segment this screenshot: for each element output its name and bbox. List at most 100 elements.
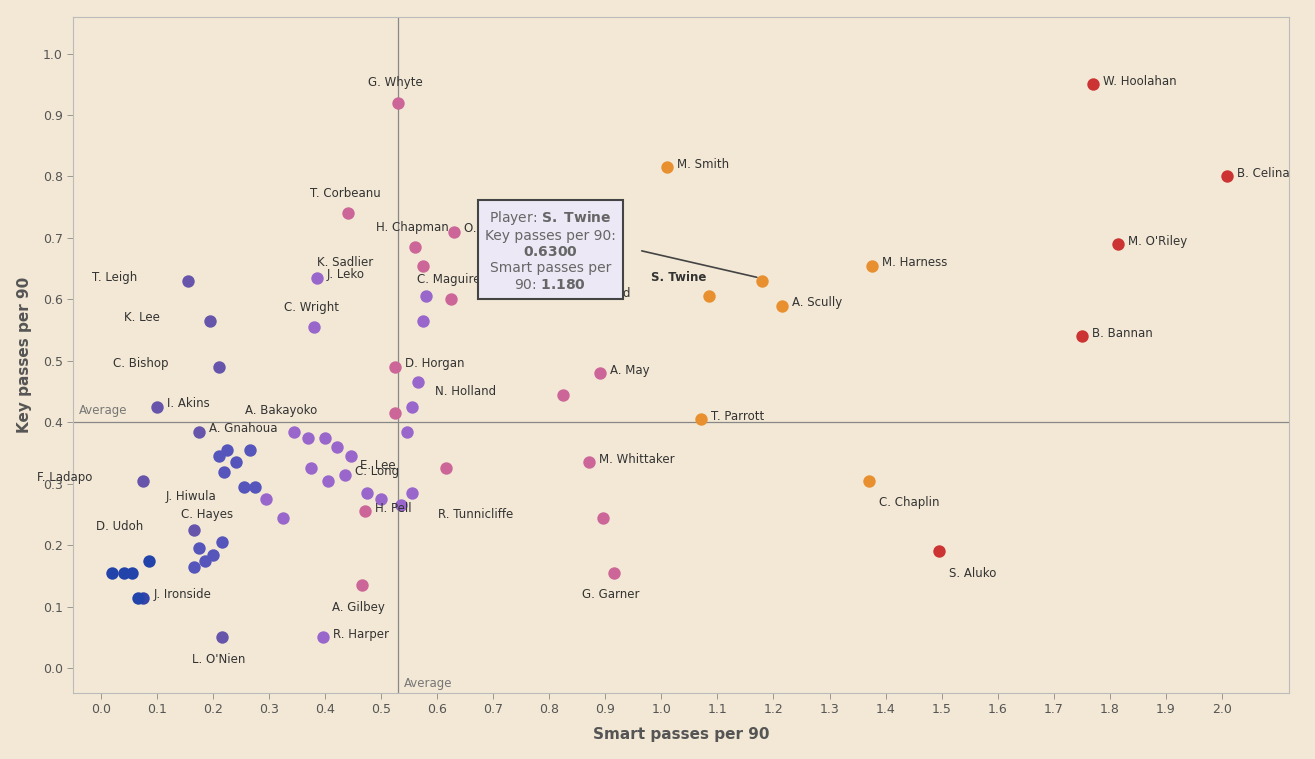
Point <box>408 376 429 389</box>
Point <box>698 290 719 302</box>
Point <box>396 426 417 438</box>
Point <box>1072 330 1093 342</box>
Point <box>314 432 335 444</box>
Point <box>203 549 224 561</box>
Text: G. McCleary: G. McCleary <box>534 219 605 232</box>
Text: A. Scully: A. Scully <box>792 296 842 309</box>
Point <box>217 444 238 456</box>
Point <box>371 493 392 505</box>
Point <box>234 480 255 493</box>
Text: B. Celina: B. Celina <box>1237 167 1290 180</box>
Point <box>413 260 434 272</box>
Point <box>183 524 204 536</box>
Text: W. Hoolahan: W. Hoolahan <box>1103 74 1177 88</box>
Point <box>354 505 375 518</box>
Text: I. Akins: I. Akins <box>167 398 210 411</box>
Point <box>385 407 406 419</box>
Point <box>113 567 134 579</box>
Point <box>1216 171 1237 183</box>
Point <box>385 361 406 373</box>
Text: E. Lee: E. Lee <box>360 459 396 472</box>
Point <box>356 487 377 499</box>
Text: G. Whyte: G. Whyte <box>368 76 422 90</box>
Text: A. Pritchard: A. Pritchard <box>562 287 631 300</box>
Point <box>552 389 573 401</box>
Point <box>178 275 199 287</box>
Point <box>272 512 293 524</box>
Point <box>101 567 122 579</box>
Point <box>208 361 229 373</box>
Text: S. Twine: S. Twine <box>651 272 706 285</box>
Point <box>401 487 422 499</box>
Point <box>189 426 210 438</box>
X-axis label: Smart passes per 90: Smart passes per 90 <box>593 727 769 742</box>
Point <box>928 546 949 558</box>
Text: A. Bakayoko: A. Bakayoko <box>245 404 317 417</box>
Point <box>391 499 412 512</box>
Y-axis label: Key passes per 90: Key passes per 90 <box>17 276 32 433</box>
Text: Average: Average <box>79 405 128 417</box>
Text: S. Aluko: S. Aluko <box>949 567 997 580</box>
Point <box>133 591 154 603</box>
Point <box>351 579 372 591</box>
Point <box>413 315 434 327</box>
Point <box>1082 78 1103 90</box>
Point <box>304 321 325 333</box>
Point <box>312 631 333 644</box>
Point <box>128 591 149 603</box>
Text: M. Whittaker: M. Whittaker <box>598 452 675 466</box>
Text: J. Ironside: J. Ironside <box>154 588 212 601</box>
Point <box>514 222 535 235</box>
Text: A. Gnahoua: A. Gnahoua <box>209 422 277 435</box>
Text: T. Parrott: T. Parrott <box>710 410 764 423</box>
Text: M. O'Riley: M. O'Riley <box>1128 235 1187 247</box>
Point <box>183 561 204 573</box>
Point <box>245 480 266 493</box>
Point <box>195 555 216 567</box>
Text: A. May: A. May <box>610 364 650 376</box>
Point <box>592 512 613 524</box>
Point <box>337 207 358 219</box>
Text: F. Ladapo: F. Ladapo <box>37 471 93 484</box>
Text: O. Afolayan: O. Afolayan <box>464 222 531 235</box>
Point <box>239 444 260 456</box>
Text: J. Leko: J. Leko <box>327 269 366 282</box>
Text: K. Lee: K. Lee <box>124 311 160 324</box>
Point <box>299 432 320 444</box>
Point <box>416 290 437 302</box>
Text: B. Bannan: B. Bannan <box>1091 326 1152 340</box>
Point <box>200 315 221 327</box>
Text: L. O'Nien: L. O'Nien <box>192 653 246 666</box>
Text: D. Udoh: D. Udoh <box>96 521 143 534</box>
Text: C. Long: C. Long <box>355 465 400 478</box>
Text: C. Bishop: C. Bishop <box>113 357 168 370</box>
Point <box>147 401 168 413</box>
Point <box>212 536 233 548</box>
Text: G. Garner: G. Garner <box>583 588 640 601</box>
Text: M. Smith: M. Smith <box>677 158 730 171</box>
Text: C. Wright: C. Wright <box>284 301 339 313</box>
Text: H. Pell: H. Pell <box>375 502 412 515</box>
Point <box>401 401 422 413</box>
Point <box>212 631 233 644</box>
Point <box>341 450 362 462</box>
Point <box>334 468 355 480</box>
Point <box>772 300 793 312</box>
Point <box>656 161 677 173</box>
Point <box>1107 238 1128 250</box>
Text: J. Hiwula: J. Hiwula <box>166 490 216 502</box>
Point <box>121 567 142 579</box>
Point <box>443 225 464 238</box>
Text: T. Leigh: T. Leigh <box>92 272 138 285</box>
Point <box>752 275 773 287</box>
Point <box>318 474 339 487</box>
Point <box>690 413 711 425</box>
Text: N. Holland: N. Holland <box>435 385 496 398</box>
Point <box>133 474 154 487</box>
Point <box>214 465 235 477</box>
Point <box>859 474 880 487</box>
Text: T. Corbeanu: T. Corbeanu <box>309 187 380 200</box>
Text: R. Tunnicliffe: R. Tunnicliffe <box>438 508 513 521</box>
Point <box>405 241 426 254</box>
Text: K. Sadlier: K. Sadlier <box>317 256 373 269</box>
